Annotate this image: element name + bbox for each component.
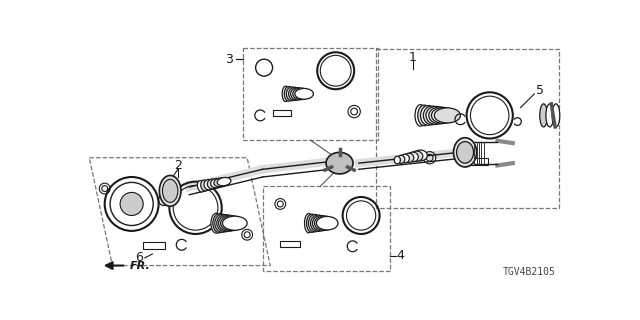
Ellipse shape (431, 108, 456, 124)
Ellipse shape (305, 213, 313, 233)
Ellipse shape (415, 105, 426, 126)
Ellipse shape (289, 87, 301, 100)
Text: 5: 5 (536, 84, 544, 97)
Ellipse shape (217, 215, 234, 232)
Ellipse shape (540, 104, 547, 127)
Ellipse shape (410, 151, 423, 161)
Ellipse shape (429, 107, 451, 124)
Ellipse shape (312, 215, 330, 231)
Ellipse shape (401, 154, 410, 163)
Ellipse shape (326, 152, 353, 174)
Bar (280, 241, 300, 247)
Bar (467, 158, 488, 165)
Ellipse shape (292, 88, 309, 100)
Ellipse shape (394, 156, 401, 164)
Ellipse shape (204, 180, 213, 190)
Ellipse shape (310, 215, 326, 231)
Ellipse shape (397, 155, 405, 163)
Ellipse shape (314, 216, 334, 230)
Ellipse shape (308, 214, 321, 232)
Ellipse shape (418, 105, 431, 126)
Ellipse shape (423, 106, 441, 125)
Text: TGV4B2105: TGV4B2105 (502, 267, 555, 277)
Text: 4: 4 (396, 249, 404, 262)
Bar (143, 243, 164, 249)
Ellipse shape (282, 86, 289, 101)
Text: 6: 6 (136, 251, 143, 264)
Ellipse shape (223, 216, 247, 230)
Ellipse shape (420, 106, 436, 125)
Ellipse shape (215, 214, 230, 232)
Bar (262, 186, 390, 271)
Bar (243, 48, 378, 140)
Ellipse shape (426, 107, 445, 124)
Ellipse shape (197, 180, 205, 192)
Ellipse shape (201, 180, 209, 191)
Ellipse shape (163, 179, 178, 203)
Text: 1: 1 (409, 51, 417, 64)
Ellipse shape (435, 108, 460, 123)
Ellipse shape (407, 152, 419, 162)
Ellipse shape (552, 104, 560, 127)
Ellipse shape (214, 178, 227, 187)
Ellipse shape (295, 88, 314, 99)
Ellipse shape (211, 179, 222, 188)
Ellipse shape (316, 216, 338, 230)
Ellipse shape (207, 179, 218, 189)
Ellipse shape (307, 214, 317, 232)
Ellipse shape (284, 86, 293, 101)
Text: 3: 3 (225, 53, 234, 66)
Ellipse shape (546, 104, 554, 127)
Text: FR.: FR. (129, 260, 150, 270)
Ellipse shape (211, 213, 221, 233)
Ellipse shape (219, 215, 239, 231)
Ellipse shape (456, 141, 474, 163)
Text: 2: 2 (174, 159, 182, 172)
Ellipse shape (217, 178, 231, 186)
Circle shape (120, 192, 143, 215)
Ellipse shape (413, 150, 428, 161)
Bar (273, 110, 291, 116)
Ellipse shape (404, 153, 414, 162)
Ellipse shape (454, 138, 477, 167)
Ellipse shape (213, 214, 226, 233)
Ellipse shape (287, 87, 297, 101)
Ellipse shape (291, 88, 305, 100)
Ellipse shape (221, 216, 243, 231)
Ellipse shape (159, 175, 181, 206)
